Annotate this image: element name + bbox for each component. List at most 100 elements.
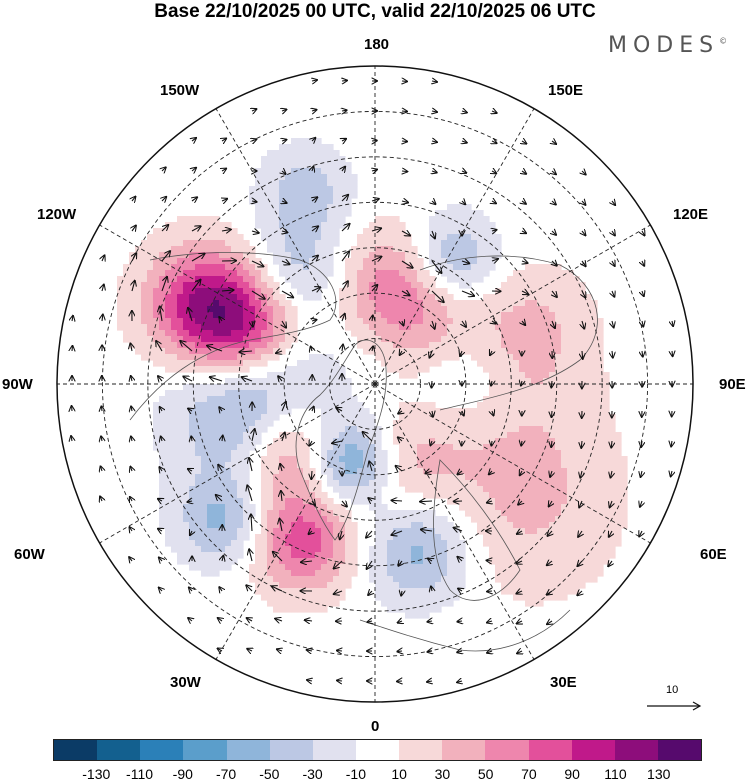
field-cell [585,474,592,481]
field-cell [393,342,400,349]
field-cell [339,558,346,565]
field-cell [525,348,532,355]
wind-vector [241,377,253,381]
field-cell [327,540,334,547]
field-cell [597,528,604,535]
field-cell [489,330,496,337]
field-cell [567,504,574,511]
field-cell [159,234,166,241]
field-cell [537,396,544,403]
field-cell [345,306,352,313]
field-cell [567,486,574,493]
field-cell [333,468,340,475]
field-cell [333,162,340,169]
field-cell [231,396,238,403]
field-cell [537,414,544,421]
field-cell [507,348,514,355]
field-cell [315,144,322,151]
field-cell [207,336,214,343]
field-cell [267,510,274,517]
field-cell [351,546,358,553]
field-cell [147,282,154,289]
field-cell [153,426,160,433]
wind-vector [218,464,222,472]
field-cell [387,528,394,535]
field-cell [285,210,292,217]
field-cell [201,240,208,247]
field-cell [237,468,244,475]
field-cell [183,546,190,553]
field-cell [567,276,574,283]
field-cell [561,462,568,469]
field-cell [429,402,436,409]
field-cell [585,534,592,541]
field-cell [327,402,334,409]
field-cell [429,300,436,307]
field-cell [549,540,556,547]
field-cell [261,462,268,469]
field-cell [273,294,280,301]
field-cell [519,294,526,301]
field-cell [351,246,358,253]
field-cell [429,294,436,301]
field-cell [447,462,454,469]
field-cell [525,588,532,595]
field-cell [381,330,388,337]
wind-vector [582,201,586,205]
wind-vector [432,230,435,239]
meridian-line [99,383,376,544]
field-cell [429,546,436,553]
field-cell [159,414,166,421]
field-cell [585,336,592,343]
field-cell [411,444,418,451]
field-cell [327,462,334,469]
field-cell [405,324,412,331]
field-cell [543,474,550,481]
field-cell [147,234,154,241]
field-cell [207,222,214,229]
field-cell [423,360,430,367]
field-cell [255,432,262,439]
wind-vector [311,287,321,291]
field-cell [597,336,604,343]
lon-label-60w: 60W [14,546,45,563]
field-cell [531,384,538,391]
field-cell [477,462,484,469]
field-cell [393,240,400,247]
field-cell [171,444,178,451]
field-cell [207,276,214,283]
field-cell [333,516,340,523]
field-cell [447,204,454,211]
field-cell [465,504,472,511]
field-cell [579,390,586,397]
field-cell [333,432,340,439]
field-cell [255,342,262,349]
field-cell [255,540,262,547]
field-cell [531,456,538,463]
field-cell [327,582,334,589]
field-cell [567,402,574,409]
field-cell [171,342,178,349]
field-cell [261,486,268,493]
field-cell [441,288,448,295]
field-cell [447,552,454,559]
field-cell [303,528,310,535]
field-cell [189,420,196,427]
field-cell [291,456,298,463]
field-cell [549,576,556,583]
field-cell [435,318,442,325]
field-cell [585,402,592,409]
field-cell [513,570,520,577]
field-cell [495,522,502,529]
field-cell [357,246,364,253]
field-cell [297,594,304,601]
field-cell [123,336,130,343]
field-cell [345,198,352,205]
field-cell [405,600,412,607]
field-cell [495,312,502,319]
field-cell [351,288,358,295]
field-cell [435,516,442,523]
field-cell [447,276,454,283]
field-cell [165,522,172,529]
field-cell [501,402,508,409]
